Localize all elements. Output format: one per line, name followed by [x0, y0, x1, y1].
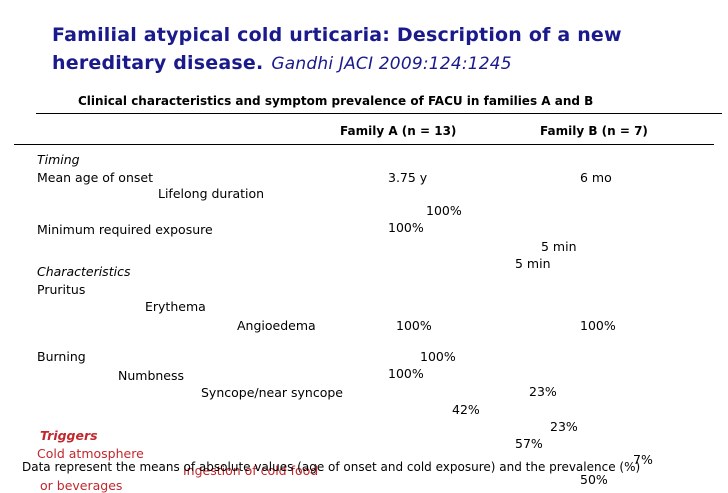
- title-text: hereditary disease.: [52, 52, 264, 74]
- table-caption: Clinical characteristics and symptom pre…: [78, 94, 594, 108]
- section-characteristics: Characteristics: [37, 264, 131, 279]
- value-cell: 100%: [426, 203, 462, 218]
- value-cell: 23%: [529, 384, 557, 399]
- slide-title: Familial atypical cold urticaria: Descri…: [52, 24, 622, 46]
- value-cell: 100%: [388, 220, 424, 235]
- value-cell: 5 min: [515, 256, 551, 271]
- value-cell: 50%: [580, 472, 608, 487]
- row-label-burning: Burning: [37, 349, 86, 364]
- row-label-lifelong: Lifelong duration: [158, 186, 265, 201]
- value-b-mean-age: 6 mo: [580, 170, 612, 185]
- row-label-min-exposure: Minimum required exposure: [37, 222, 213, 237]
- row-label-ingestion: Ingestion of cold food: [183, 463, 319, 478]
- value-a-mean-age: 3.75 y: [388, 170, 428, 185]
- value-cell: 5 min: [541, 239, 577, 254]
- citation: Gandhi JACI 2009:124:1245: [271, 54, 512, 74]
- value-cell: 100%: [396, 318, 432, 333]
- section-triggers: Triggers: [40, 428, 98, 443]
- value-cell: 57%: [515, 436, 543, 451]
- value-cell: 23%: [550, 419, 578, 434]
- value-cell: 42%: [452, 402, 480, 417]
- caption-rule: [36, 113, 722, 114]
- column-header-family-b: Family B (n = 7): [540, 124, 648, 138]
- row-label-erythema: Erythema: [145, 299, 206, 314]
- slide-title-line-2: hereditary disease. Gandhi JACI 2009:124:…: [52, 52, 512, 74]
- row-label-syncope: Syncope/near syncope: [201, 385, 343, 400]
- row-label-pruritus: Pruritus: [37, 282, 86, 297]
- value-cell: 100%: [580, 318, 616, 333]
- section-timing: Timing: [37, 152, 80, 167]
- row-label-angioedema: Angioedema: [237, 318, 316, 333]
- row-label-cold-atmosphere: Cold atmosphere: [37, 446, 144, 461]
- value-cell: 100%: [420, 349, 456, 364]
- footnote: Data represent the means of absolute val…: [22, 460, 641, 474]
- value-cell: 7%: [633, 452, 653, 467]
- column-header-family-a: Family A (n = 13): [340, 124, 457, 138]
- value-cell: 100%: [388, 366, 424, 381]
- row-label-numbness: Numbness: [118, 368, 185, 383]
- row-label-mean-age: Mean age of onset: [37, 170, 153, 185]
- header-rule: [14, 144, 714, 145]
